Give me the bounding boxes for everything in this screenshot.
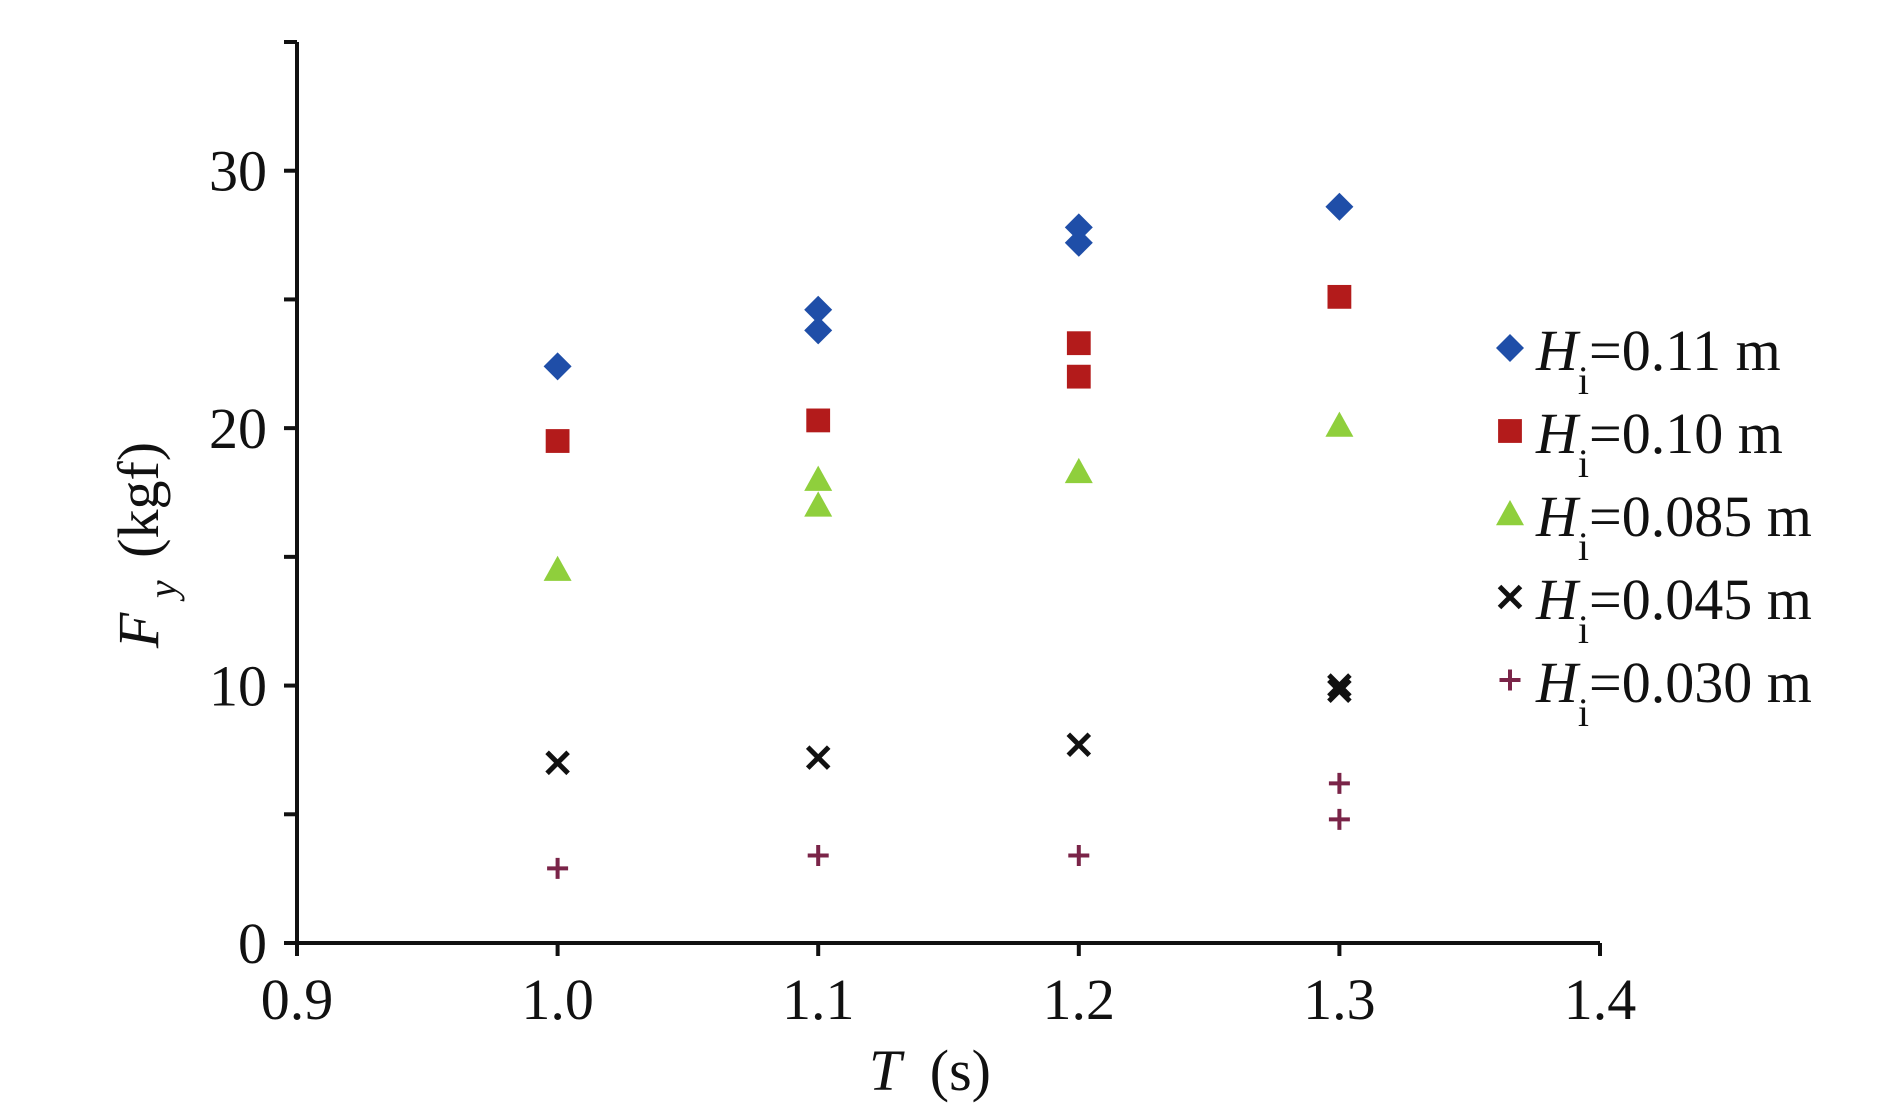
point-triangle-series-3	[804, 491, 833, 517]
point-x-series-4	[805, 745, 831, 770]
point-diamond-series-1	[804, 295, 833, 324]
legend-value: =0.030 m	[1589, 650, 1812, 715]
tick-labels: 0 10 20 30 0.9 1.0 1.1 1.2 1.3 1.4	[209, 139, 1636, 1032]
axes	[284, 40, 1602, 956]
legend-value: =0.045 m	[1589, 567, 1812, 632]
point-diamond-series-1	[1325, 192, 1354, 221]
point-x-series-4	[545, 750, 570, 776]
point-square-series-2	[1066, 364, 1091, 389]
legend-marker-3	[1496, 500, 1524, 526]
x-axis-unit: (s)	[930, 1038, 991, 1103]
y-tick-label: 10	[209, 654, 267, 719]
point-square-series-2	[1066, 331, 1091, 356]
legend-symbol: H	[1535, 567, 1581, 632]
legend-marker-5	[1499, 669, 1521, 691]
point-square-series-2	[1327, 284, 1352, 309]
x-tick-label: 1.3	[1303, 967, 1376, 1032]
point-plus-series-5	[547, 857, 569, 879]
x-tick-label: 1.2	[1043, 967, 1116, 1032]
legend-label-1: Hi=0.11 m	[1535, 318, 1781, 403]
point-x-series-4	[1327, 678, 1352, 703]
point-x-series-4	[1066, 732, 1092, 758]
legend-subscript: i	[1578, 690, 1589, 735]
legend-subscript: i	[1578, 607, 1589, 652]
legend-value: =0.11 m	[1589, 318, 1781, 383]
point-plus-series-5	[807, 844, 829, 866]
data-points	[543, 192, 1354, 879]
x-axis-symbol: T	[869, 1038, 905, 1103]
point-diamond-series-1	[1064, 228, 1093, 257]
x-tick-label: 1.4	[1564, 967, 1637, 1032]
legend-label-4: Hi=0.045 m	[1535, 567, 1812, 652]
x-tick-label: 1.0	[521, 967, 594, 1032]
y-axis-unit: (kgf)	[106, 442, 171, 558]
legend-subscript: i	[1578, 524, 1589, 569]
point-triangle-series-3	[1325, 411, 1354, 437]
point-plus-series-5	[1328, 772, 1350, 794]
legend-label-3: Hi=0.085 m	[1535, 484, 1812, 569]
point-plus-series-5	[1328, 808, 1350, 830]
y-axis-symbol: F	[106, 612, 171, 649]
point-triangle-series-3	[543, 555, 572, 581]
y-tick-label: 20	[209, 396, 267, 461]
legend-symbol: H	[1535, 650, 1581, 715]
y-tick-label: 30	[209, 139, 267, 204]
legend-symbol: H	[1535, 484, 1581, 549]
x-tick-label: 1.1	[782, 967, 855, 1032]
point-diamond-series-1	[543, 352, 572, 381]
point-diamond-series-1	[1064, 213, 1093, 242]
legend-value: =0.085 m	[1589, 484, 1812, 549]
point-diamond-series-1	[804, 316, 833, 345]
x-tick-label: 0.9	[261, 967, 334, 1032]
x-axis-title: T (s)	[869, 1038, 991, 1103]
legend-subscript: i	[1578, 441, 1589, 486]
legend-marker-4	[1497, 584, 1523, 610]
legend-symbol: H	[1535, 401, 1581, 466]
point-triangle-series-3	[804, 465, 833, 491]
legend-marker-1	[1496, 334, 1524, 362]
y-axis-subscript: y	[140, 580, 185, 602]
legend: Hi=0.11 mHi=0.10 mHi=0.085 mHi=0.045 mHi…	[1496, 318, 1812, 735]
point-plus-series-5	[1068, 844, 1090, 866]
y-tick-label: 0	[238, 911, 267, 976]
point-x-series-4	[1327, 673, 1352, 698]
legend-symbol: H	[1535, 318, 1581, 383]
legend-label-5: Hi=0.030 m	[1535, 650, 1812, 735]
legend-marker-2	[1498, 419, 1522, 443]
legend-label-2: Hi=0.10 m	[1535, 401, 1783, 486]
point-square-series-2	[806, 408, 831, 433]
legend-value: =0.10 m	[1589, 401, 1783, 466]
point-triangle-series-3	[1064, 457, 1093, 484]
legend-subscript: i	[1578, 358, 1589, 403]
point-square-series-2	[545, 429, 570, 453]
y-axis-title: F y (kgf)	[106, 442, 189, 649]
